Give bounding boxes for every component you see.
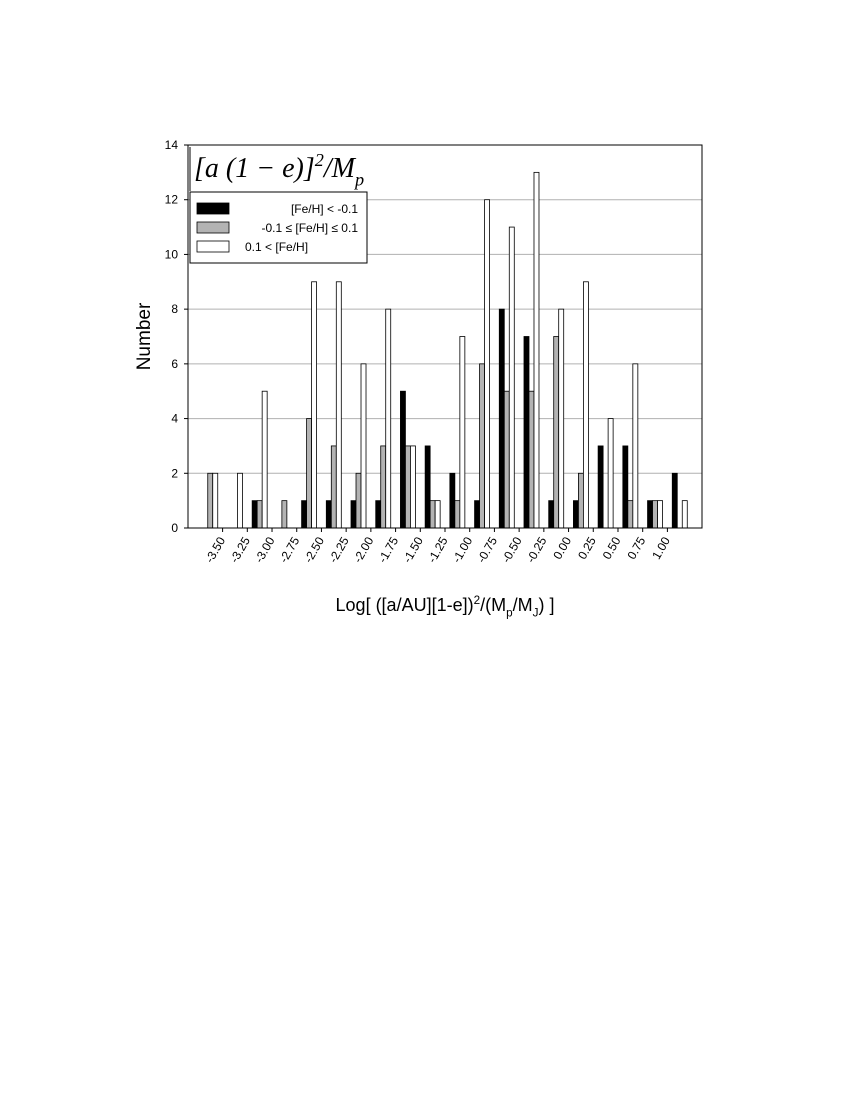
bar: [385, 308, 392, 529]
bar: [583, 281, 589, 529]
y-tick-label: 12: [165, 193, 179, 207]
bar: [459, 336, 466, 529]
x-axis-label-part: p: [506, 606, 513, 619]
annotation-part: p: [353, 169, 364, 189]
bar: [523, 336, 530, 529]
bar: [548, 500, 555, 529]
y-tick-label: 0: [171, 521, 178, 535]
bar: [503, 390, 510, 529]
bar: [306, 418, 312, 529]
y-tick-label: 2: [171, 466, 178, 480]
x-axis-label-part: /M: [513, 595, 533, 615]
x-axis-label-part: ) ]: [538, 595, 554, 615]
bar: [528, 390, 535, 529]
bar: [597, 445, 604, 529]
bar: [553, 336, 560, 529]
y-tick-label: 8: [171, 302, 178, 316]
y-tick-label: 14: [165, 138, 179, 152]
bar: [405, 445, 411, 529]
bar: [281, 500, 288, 529]
bar: [454, 500, 461, 529]
bar: [251, 500, 258, 529]
bar: [607, 418, 614, 529]
legend-label: -0.1 ≤ [Fe/H] ≤ 0.1: [261, 221, 358, 235]
bar: [647, 500, 653, 529]
y-tick-label: 4: [171, 412, 178, 426]
annotation: [a (1 − e)]2/Mp: [194, 150, 364, 190]
annotation-part: [a (1 − e)]: [194, 153, 315, 184]
bar: [301, 500, 307, 529]
bar: [410, 445, 416, 529]
bar: [256, 500, 263, 529]
bar: [533, 171, 540, 529]
bar: [484, 199, 490, 529]
bar: [325, 500, 332, 529]
bar: [355, 472, 362, 529]
bar: [474, 500, 480, 529]
bar: [508, 226, 515, 529]
legend-swatch: [196, 202, 230, 215]
annotation-part: 2: [315, 150, 324, 170]
x-axis-label-part: Log[ ([a/AU][1-e]): [336, 595, 474, 615]
bar: [622, 445, 629, 529]
bar: [429, 500, 436, 529]
annotation-part: /M: [322, 153, 357, 184]
bar: [212, 472, 219, 529]
x-axis-label-part: 2: [474, 594, 481, 607]
bar: [335, 281, 342, 529]
y-axis-label: Number: [134, 302, 155, 370]
bar: [578, 472, 584, 529]
y-tick-label: 6: [171, 357, 178, 371]
x-axis-label-part: /(M: [480, 595, 506, 615]
bar: [573, 500, 579, 529]
bar: [681, 500, 688, 529]
bar: [657, 500, 663, 529]
legend-label: 0.1 < [Fe/H]: [245, 240, 308, 254]
x-axis-label: Log[ ([a/AU][1-e])2/(Mp/MJ) ]: [336, 594, 555, 620]
bar: [632, 363, 639, 529]
bar: [627, 500, 634, 529]
legend-swatch: [196, 240, 230, 253]
legend-label: [Fe/H] < -0.1: [291, 202, 358, 216]
bar: [330, 445, 337, 529]
bar: [558, 308, 565, 529]
bar: [434, 500, 441, 529]
bar: [311, 281, 317, 529]
y-tick-label: 10: [165, 247, 179, 261]
bar: [652, 500, 658, 529]
bar: [350, 500, 357, 529]
bar: [360, 363, 367, 529]
bar: [400, 390, 406, 529]
bar: [498, 308, 505, 529]
bar: [375, 500, 382, 529]
bar: [380, 445, 387, 529]
bar: [479, 363, 485, 529]
bar: [671, 472, 678, 529]
bar: [237, 472, 243, 529]
bar: [424, 445, 431, 529]
bar: [261, 390, 268, 529]
x-axis-label-part: J: [533, 606, 539, 619]
bar: [449, 472, 456, 529]
legend-swatch: [196, 221, 230, 234]
bar: [207, 472, 214, 529]
